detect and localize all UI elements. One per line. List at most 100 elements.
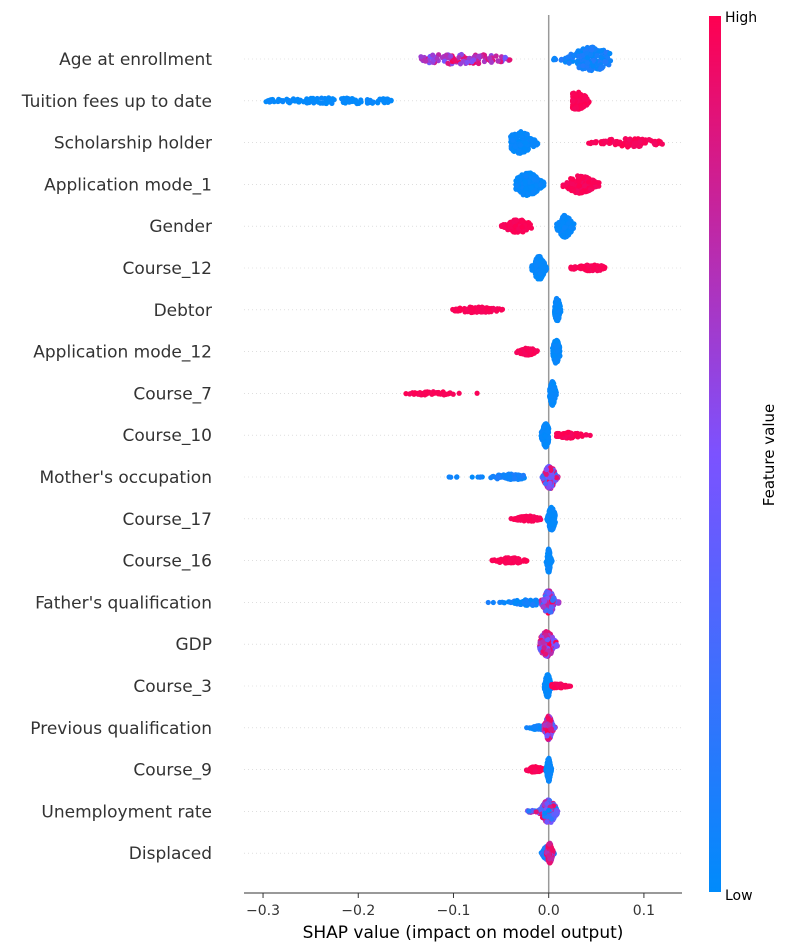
shap-point (510, 137, 516, 143)
shap-point (546, 512, 553, 518)
shap-point (519, 515, 525, 521)
shap-point (600, 141, 607, 147)
shap-point (418, 54, 424, 60)
point-row-debtor (450, 295, 564, 324)
shap-point (476, 53, 482, 59)
point-row-gender (498, 212, 577, 240)
shap-point (518, 129, 524, 136)
shap-point (434, 55, 440, 62)
shap-point (468, 309, 474, 315)
shap-point (548, 521, 554, 527)
shap-point (540, 603, 547, 610)
shap-point (567, 229, 573, 235)
shap-point (546, 777, 552, 784)
point-row-course-17 (508, 504, 558, 533)
shap-point (579, 190, 585, 196)
shap-point (525, 514, 532, 520)
shap-point (576, 178, 582, 185)
shap-point (519, 188, 525, 195)
shap-point (493, 558, 500, 564)
shap-point (560, 233, 566, 239)
shap-point (531, 176, 537, 182)
shap-point (569, 176, 576, 182)
shap-point (512, 476, 518, 482)
shap-point (557, 303, 563, 309)
shap-point (543, 441, 549, 447)
shap-point (625, 143, 631, 149)
shap-point (469, 474, 475, 480)
shap-point (556, 226, 562, 232)
shap-point (541, 645, 547, 651)
shap-point (377, 96, 383, 102)
shap-point (526, 224, 533, 231)
shap-point (509, 133, 515, 139)
point-row-gdp (536, 629, 560, 659)
shap-point (545, 547, 551, 553)
shap-point (476, 307, 482, 313)
shap-point (522, 352, 528, 358)
shap-point (469, 59, 475, 65)
shap-point (549, 398, 555, 404)
point-row-course-12 (529, 253, 608, 282)
shap-point (598, 47, 605, 54)
point-row-previous-qualification (524, 713, 558, 743)
shap-point (547, 526, 553, 532)
shap-point (556, 315, 562, 322)
shap-point (551, 353, 557, 359)
shap-point (548, 726, 554, 733)
shap-point (552, 360, 559, 366)
shap-point (571, 188, 577, 194)
shap-point (544, 733, 550, 739)
shap-point (533, 259, 539, 266)
shap-point (580, 63, 586, 69)
shap-point (320, 100, 326, 106)
shap-point (534, 142, 540, 148)
point-row-application-mode-1 (513, 170, 602, 199)
shap-point (565, 54, 571, 60)
shap-point (524, 600, 531, 606)
shap-point (574, 58, 581, 64)
shap-point (407, 391, 413, 397)
shap-point (464, 59, 470, 66)
shap-point (412, 390, 418, 396)
shap-point (488, 59, 495, 65)
shap-point (536, 516, 543, 522)
point-row-course-9 (523, 755, 555, 784)
shap-point (604, 54, 611, 61)
shap-point (517, 142, 524, 148)
shap-point (538, 182, 544, 188)
shap-point (452, 58, 458, 64)
shap-point (479, 309, 486, 315)
shap-point (581, 265, 587, 271)
shap-point (566, 60, 572, 66)
shap-point (450, 306, 456, 313)
shap-point (576, 265, 582, 271)
shap-point (296, 99, 302, 105)
shap-point (554, 338, 560, 344)
shap-point (528, 347, 534, 354)
shap-point (545, 691, 551, 698)
shap-point (309, 96, 316, 102)
shap-point (490, 473, 496, 479)
shap-point (448, 53, 454, 59)
shap-point (581, 183, 588, 189)
shap-point (561, 225, 568, 231)
point-row-age-at-enrollment (418, 44, 614, 74)
shap-point (516, 348, 523, 355)
shap-point (550, 597, 556, 603)
shap-point (590, 140, 597, 146)
shap-point (548, 467, 554, 473)
shap-point (574, 432, 580, 438)
shap-point (580, 175, 586, 181)
beeswarm-points (263, 44, 665, 866)
shap-point (607, 58, 614, 64)
shap-point (542, 480, 549, 487)
shap-point (529, 142, 535, 148)
shap-point (527, 170, 534, 176)
shap-point (560, 431, 566, 437)
shap-point (588, 51, 594, 58)
shap-point (619, 143, 625, 149)
shap-point (502, 54, 508, 60)
shap-point (456, 390, 462, 396)
